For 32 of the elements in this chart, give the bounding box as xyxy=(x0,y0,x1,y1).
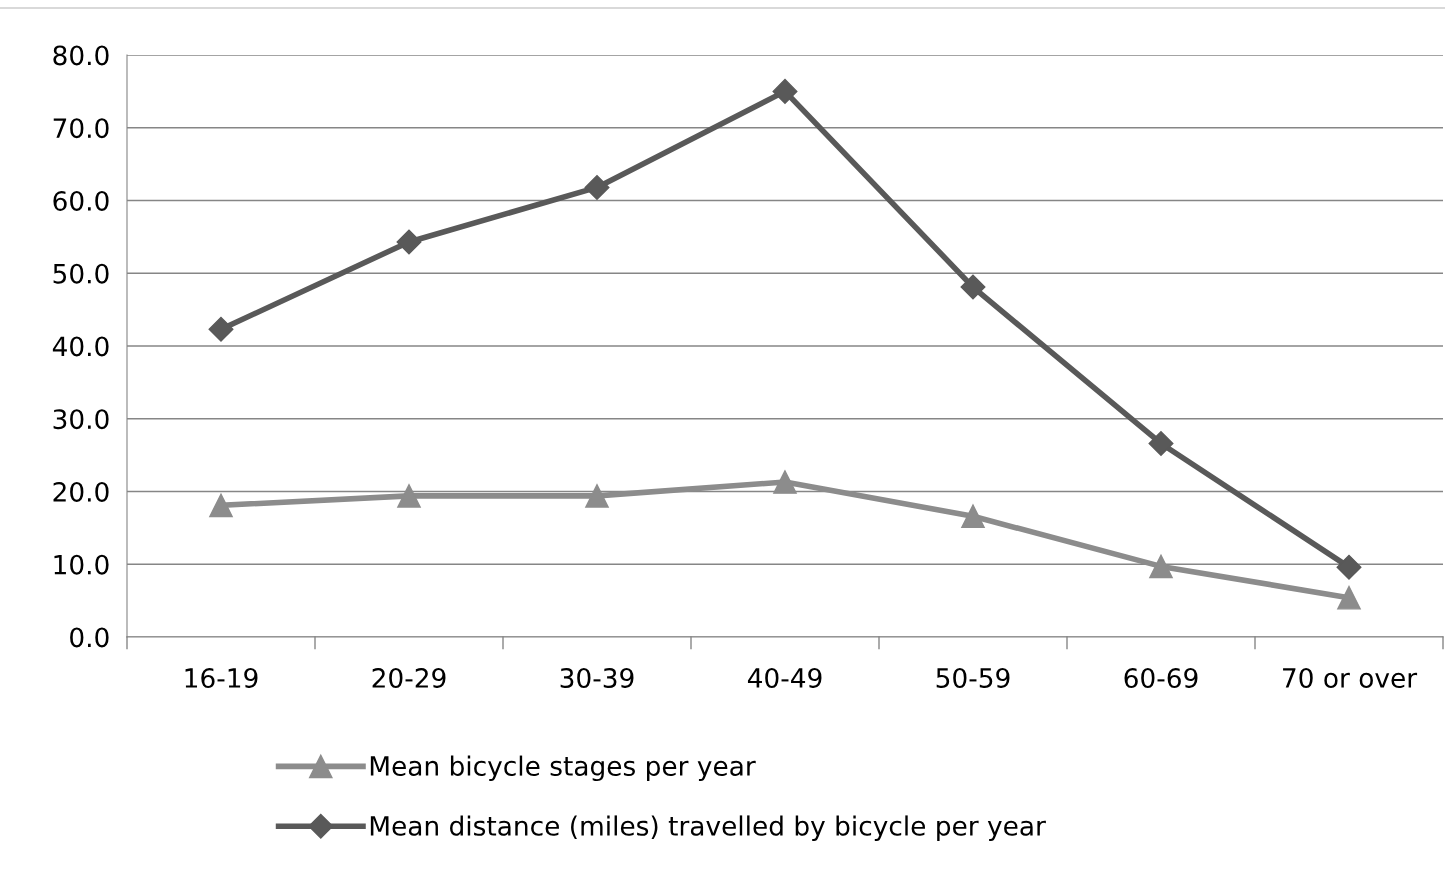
legend-label: Mean distance (miles) travelled by bicycle per year xyxy=(370,815,1046,841)
y-tick-label: 40.0 xyxy=(52,336,109,357)
point xyxy=(1336,554,1362,580)
point xyxy=(1149,554,1173,579)
y-tick-label: 70.0 xyxy=(53,118,109,139)
x-tick-label: 20-29 xyxy=(372,668,446,688)
y-tick-label: 0.0 xyxy=(70,627,109,648)
point xyxy=(1337,585,1361,610)
point xyxy=(961,504,985,529)
y-tick-label: 10.0 xyxy=(54,554,109,575)
y-tick-label: 50.0 xyxy=(53,263,109,284)
x-tick-label: 30-39 xyxy=(560,668,634,688)
point xyxy=(772,78,798,104)
point xyxy=(960,274,986,300)
point xyxy=(209,493,233,518)
point xyxy=(208,316,234,342)
x-tick-label: 40-49 xyxy=(747,668,822,688)
legend-label: Mean bicycle stages per year xyxy=(370,755,756,782)
point xyxy=(397,484,421,508)
y-tick-label: 80.0 xyxy=(53,45,109,66)
point xyxy=(1148,431,1174,456)
y-tick-label: 30.0 xyxy=(53,409,109,430)
y-tick-label: 20.0 xyxy=(53,481,109,502)
point xyxy=(584,174,610,200)
point xyxy=(585,484,609,508)
x-tick-label: 60-69 xyxy=(1124,668,1198,688)
x-tick-label: 16-19 xyxy=(185,668,258,688)
y-tick-label: 60.0 xyxy=(53,190,109,211)
x-tick-label: 50-59 xyxy=(936,668,1010,688)
point xyxy=(396,229,422,255)
x-tick-label: 70 or over xyxy=(1283,668,1418,688)
point xyxy=(773,470,797,494)
